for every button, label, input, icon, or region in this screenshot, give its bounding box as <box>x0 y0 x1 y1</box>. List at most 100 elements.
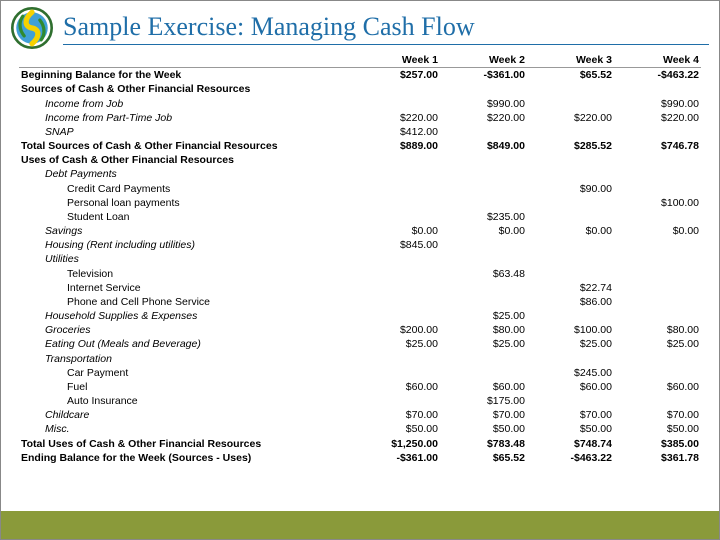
row-value <box>353 210 440 224</box>
table-row: Auto Insurance $175.00 <box>19 394 701 408</box>
row-value: $990.00 <box>440 97 527 111</box>
row-value: $25.00 <box>527 337 614 351</box>
row-label: Phone and Cell Phone Service <box>19 295 353 309</box>
row-label: Income from Part-Time Job <box>19 111 353 125</box>
row-value: $65.52 <box>440 451 527 465</box>
row-value <box>353 182 440 196</box>
row-value: $889.00 <box>353 139 440 153</box>
row-value <box>527 196 614 210</box>
row-value <box>440 196 527 210</box>
col-header-week2: Week 2 <box>440 53 527 68</box>
row-value <box>614 352 701 366</box>
row-value: -$361.00 <box>440 68 527 83</box>
row-value: $285.52 <box>527 139 614 153</box>
table-row: Savings$0.00$0.00$0.00$0.00 <box>19 224 701 238</box>
slide-title: Sample Exercise: Managing Cash Flow <box>63 12 709 45</box>
row-value: $361.78 <box>614 451 701 465</box>
row-value <box>527 210 614 224</box>
col-header-week4: Week 4 <box>614 53 701 68</box>
row-value: $220.00 <box>614 111 701 125</box>
row-value: $25.00 <box>440 337 527 351</box>
row-value: $50.00 <box>440 422 527 436</box>
row-label: Auto Insurance <box>19 394 353 408</box>
table-row: Income from Job$990.00$990.00 <box>19 97 701 111</box>
globe-logo-icon <box>11 7 53 49</box>
slide-header: Sample Exercise: Managing Cash Flow <box>1 1 719 53</box>
table-row: Transportation <box>19 352 701 366</box>
table-row: Student Loan$235.00 <box>19 210 701 224</box>
row-value <box>353 394 440 408</box>
table-row: Fuel$60.00$60.00$60.00$60.00 <box>19 380 701 394</box>
row-label: Utilities <box>19 252 353 266</box>
row-value <box>614 82 701 96</box>
cashflow-table: Week 1 Week 2 Week 3 Week 4 Beginning Ba… <box>19 53 701 465</box>
row-value <box>353 153 440 167</box>
table-body: Beginning Balance for the Week$257.00-$3… <box>19 68 701 465</box>
row-value <box>527 153 614 167</box>
row-label: Television <box>19 267 353 281</box>
row-value <box>614 267 701 281</box>
row-value: $25.00 <box>614 337 701 351</box>
table-row: Uses of Cash & Other Financial Resources <box>19 153 701 167</box>
row-label: Fuel <box>19 380 353 394</box>
row-value: -$361.00 <box>353 451 440 465</box>
row-value <box>614 252 701 266</box>
cashflow-table-container: Week 1 Week 2 Week 3 Week 4 Beginning Ba… <box>1 53 719 465</box>
row-value: $200.00 <box>353 323 440 337</box>
row-value <box>353 352 440 366</box>
row-value: $748.74 <box>527 437 614 451</box>
row-value: $849.00 <box>440 139 527 153</box>
row-value: -$463.22 <box>527 451 614 465</box>
row-label: Car Payment <box>19 366 353 380</box>
row-value: $25.00 <box>440 309 527 323</box>
row-value <box>527 167 614 181</box>
table-row: Housing (Rent including utilities)$845.0… <box>19 238 701 252</box>
row-value <box>614 182 701 196</box>
row-value <box>527 82 614 96</box>
table-row: Total Sources of Cash & Other Financial … <box>19 139 701 153</box>
row-value: $220.00 <box>440 111 527 125</box>
row-value <box>440 366 527 380</box>
row-value <box>614 238 701 252</box>
row-value <box>353 281 440 295</box>
row-value: $70.00 <box>440 408 527 422</box>
row-value: $70.00 <box>614 408 701 422</box>
table-row: Childcare$70.00$70.00$70.00$70.00 <box>19 408 701 422</box>
row-value: $50.00 <box>353 422 440 436</box>
row-value <box>527 238 614 252</box>
row-value: $100.00 <box>527 323 614 337</box>
row-value: $235.00 <box>440 210 527 224</box>
row-value: $100.00 <box>614 196 701 210</box>
table-row: Phone and Cell Phone Service$86.00 <box>19 295 701 309</box>
row-value: $746.78 <box>614 139 701 153</box>
row-value <box>614 366 701 380</box>
row-value <box>527 267 614 281</box>
row-value <box>614 309 701 323</box>
row-value <box>614 125 701 139</box>
row-label: Debt Payments <box>19 167 353 181</box>
row-value <box>614 281 701 295</box>
row-value <box>614 295 701 309</box>
row-value: $60.00 <box>614 380 701 394</box>
row-value: $50.00 <box>614 422 701 436</box>
row-label: Misc. <box>19 422 353 436</box>
table-row: Misc.$50.00$50.00$50.00$50.00 <box>19 422 701 436</box>
table-row: Income from Part-Time Job$220.00$220.00$… <box>19 111 701 125</box>
table-row: Personal loan payments$100.00 <box>19 196 701 210</box>
row-value <box>440 352 527 366</box>
row-value: $80.00 <box>440 323 527 337</box>
row-value <box>527 252 614 266</box>
row-value <box>353 309 440 323</box>
row-value <box>353 267 440 281</box>
table-row: Household Supplies & Expenses$25.00 <box>19 309 701 323</box>
row-value: $783.48 <box>440 437 527 451</box>
row-value: $0.00 <box>440 224 527 238</box>
row-value: -$463.22 <box>614 68 701 83</box>
row-label: Income from Job <box>19 97 353 111</box>
row-label: Ending Balance for the Week (Sources - U… <box>19 451 353 465</box>
col-header-category <box>19 53 353 68</box>
row-value <box>440 82 527 96</box>
row-value: $70.00 <box>353 408 440 422</box>
row-value: $175.00 <box>440 394 527 408</box>
row-value: $412.00 <box>353 125 440 139</box>
